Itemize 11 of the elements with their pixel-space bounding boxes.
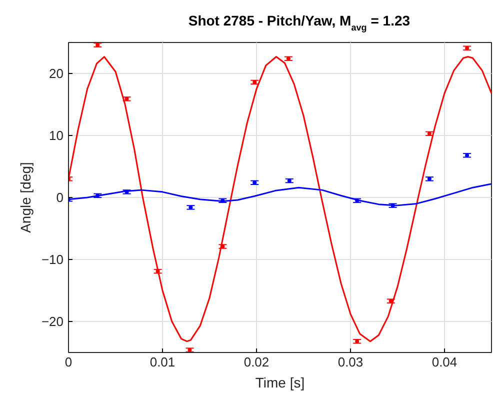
y-tick-label: 20 [49,66,64,81]
y-tick-label: −20 [41,314,64,329]
x-tick-label: 0.01 [150,354,176,370]
x-axis-title: Time [s] [255,374,305,390]
y-tick-label: 0 [56,190,64,205]
y-tick-label: −10 [41,252,64,267]
x-tick-label: 0.02 [244,354,270,370]
x-tick-label: 0.04 [432,354,458,370]
y-tick-label: 10 [49,128,64,143]
x-tick-label: 0.03 [338,354,364,370]
y-axis-title: Angle [deg] [17,162,34,233]
